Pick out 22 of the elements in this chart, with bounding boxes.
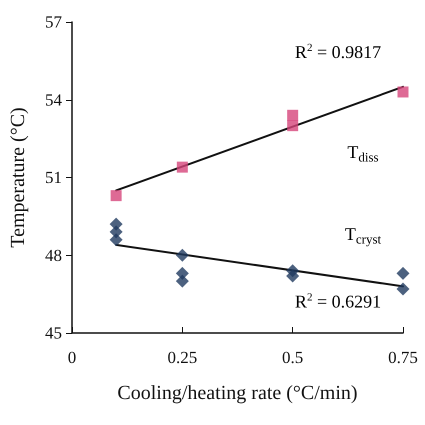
y-axis-title: Temperature (°C) <box>7 107 29 248</box>
x-tick-label: 0 <box>68 348 76 367</box>
x-axis-title: Cooling/heating rate (°C/min) <box>117 382 358 404</box>
y-tick-label: 51 <box>45 168 62 187</box>
y-tick-label: 48 <box>45 246 62 265</box>
x-tick-label: 0.5 <box>282 348 304 367</box>
y-tick-label: 45 <box>45 324 62 342</box>
y-tick-label: 54 <box>45 90 62 110</box>
y-tick-label: 57 <box>45 12 62 32</box>
point <box>396 282 410 296</box>
point <box>287 120 298 132</box>
point <box>110 190 122 202</box>
point <box>176 248 189 262</box>
point <box>110 233 123 246</box>
point <box>286 269 300 282</box>
point <box>176 162 188 173</box>
point <box>176 274 189 288</box>
point <box>398 86 408 98</box>
x-tick-label: 0.75 <box>388 348 418 367</box>
x-tick-label: 0.25 <box>167 348 198 367</box>
point <box>287 110 298 121</box>
point <box>396 266 410 280</box>
